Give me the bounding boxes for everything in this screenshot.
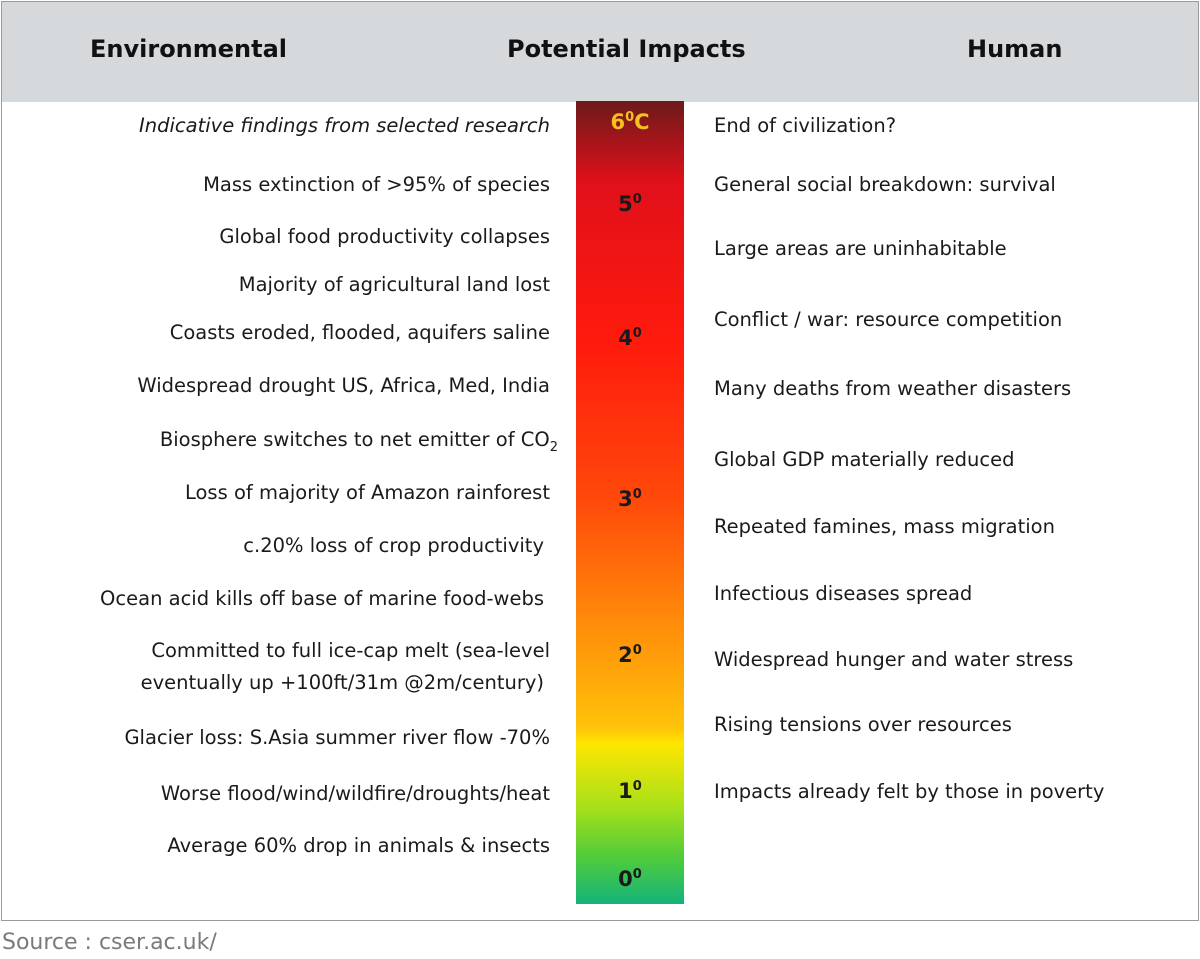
header-environmental: Environmental [90,35,288,63]
human-item: Many deaths from weather disasters [714,377,1072,400]
header-potential-impacts: Potential Impacts [507,35,746,63]
environmental-item: eventually up +100ft/31m @2m/century) [140,671,544,694]
environmental-item: Glacier loss: S.Asia summer river flow -… [124,726,550,749]
header-human: Human [967,35,1063,63]
human-item: Infectious diseases spread [714,582,973,605]
environmental-item: Global food productivity collapses [219,225,550,248]
environmental-item: Majority of agricultural land lost [238,273,550,296]
tick-0: 00 [618,867,642,891]
environmental-item: Ocean acid kills off base of marine food… [100,587,544,610]
tick-2: 20 [618,643,642,667]
environmental-item-co2: Biosphere switches to net emitter of CO2 [159,428,558,455]
environmental-item: Committed to full ice-cap melt (sea-leve… [151,639,550,662]
source-note: Source : cser.ac.uk/ [2,930,217,955]
tick-3: 30 [618,487,642,511]
human-item: Repeated famines, mass migration [714,515,1055,538]
environmental-item: Mass extinction of >95% of species [203,173,550,196]
header-bar: Environmental Potential Impacts Human [2,2,1198,102]
tick-6: 60C [610,110,650,134]
human-item: End of civilization? [714,114,897,137]
environmental-item: c.20% loss of crop productivity [243,534,544,557]
environmental-item: Loss of majority of Amazon rainforest [184,481,550,504]
temperature-gradient [576,101,684,904]
environmental-item: Average 60% drop in animals & insects [167,834,550,857]
temperature-scale-bar [576,101,684,904]
human-item: Large areas are uninhabitable [714,237,1007,260]
environmental-item: Worse flood/wind/wildfire/droughts/heat [160,782,550,805]
tick-4: 40 [618,326,642,350]
environmental-item: Widespread drought US, Africa, Med, Indi… [137,374,550,397]
human-item: Global GDP materially reduced [714,448,1015,471]
environmental-note: Indicative findings from selected resear… [139,114,550,137]
human-item: Rising tensions over resources [714,713,1012,736]
human-item: Conflict / war: resource competition [714,308,1063,331]
environmental-item: Coasts eroded, flooded, aquifers saline [169,321,550,344]
human-item: Widespread hunger and water stress [714,648,1074,671]
tick-5: 50 [618,192,642,216]
human-item: General social breakdown: survival [714,173,1056,196]
human-item: Impacts already felt by those in poverty [714,780,1105,803]
tick-1: 10 [618,779,642,803]
